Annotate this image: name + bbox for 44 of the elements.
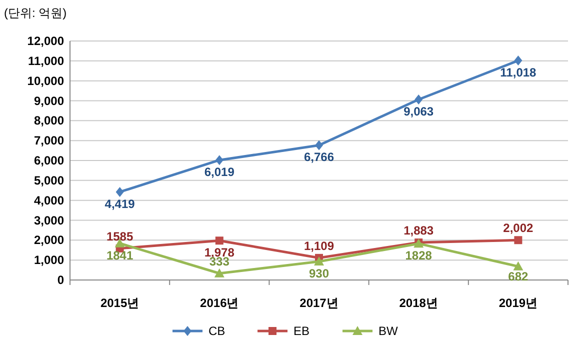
data-label: 2,002 xyxy=(503,221,534,236)
data-label: 9,063 xyxy=(404,104,434,118)
y-tick-label: 12,000 xyxy=(27,34,64,48)
data-label: 1841 xyxy=(106,248,134,262)
y-tick-label: 11,000 xyxy=(28,54,64,68)
chart-title: (단위: 억원) xyxy=(4,6,67,20)
data-label: 930 xyxy=(308,266,330,280)
x-tick-label: 2018년 xyxy=(399,296,438,310)
y-tick-label: 2,000 xyxy=(34,233,64,248)
data-label: 6,019 xyxy=(204,165,235,180)
point xyxy=(414,94,423,104)
data-label: 1585 xyxy=(106,229,134,244)
point xyxy=(214,268,224,278)
data-label: 1,883 xyxy=(404,223,434,238)
point xyxy=(315,140,323,150)
point xyxy=(215,236,224,245)
x-tick-label: 2019년 xyxy=(498,296,538,310)
point xyxy=(314,256,324,266)
point xyxy=(513,261,524,270)
point xyxy=(215,155,224,166)
data-label: 1,109 xyxy=(304,238,334,253)
legend-label: CB xyxy=(208,324,226,338)
legend-label: EB xyxy=(294,324,310,338)
data-label: 11,018 xyxy=(500,66,537,80)
y-tick-label: 4,000 xyxy=(34,193,64,208)
data-label: 6,766 xyxy=(304,150,334,164)
y-tick-label: 10,000 xyxy=(27,74,64,88)
point xyxy=(514,236,522,244)
point xyxy=(514,56,522,66)
y-tick-label: 3,000 xyxy=(34,213,64,228)
x-tick-label: 2015년 xyxy=(100,296,140,310)
legend-label: BW xyxy=(378,324,399,338)
y-tick-label: 0 xyxy=(57,273,64,287)
data-label: 1828 xyxy=(405,248,432,263)
data-label: 4,419 xyxy=(104,196,136,211)
point xyxy=(116,186,124,197)
y-tick-label: 1,000 xyxy=(34,253,64,268)
x-tick-label: 2016년 xyxy=(200,296,239,310)
y-tick-label: 5,000 xyxy=(34,173,64,188)
y-tick-label: 8,000 xyxy=(34,114,64,128)
x-tick-label: 2017년 xyxy=(300,296,338,310)
y-tick-label: 7,000 xyxy=(34,134,64,148)
y-tick-label: 9,000 xyxy=(34,94,64,108)
y-tick-label: 6,000 xyxy=(34,154,64,168)
